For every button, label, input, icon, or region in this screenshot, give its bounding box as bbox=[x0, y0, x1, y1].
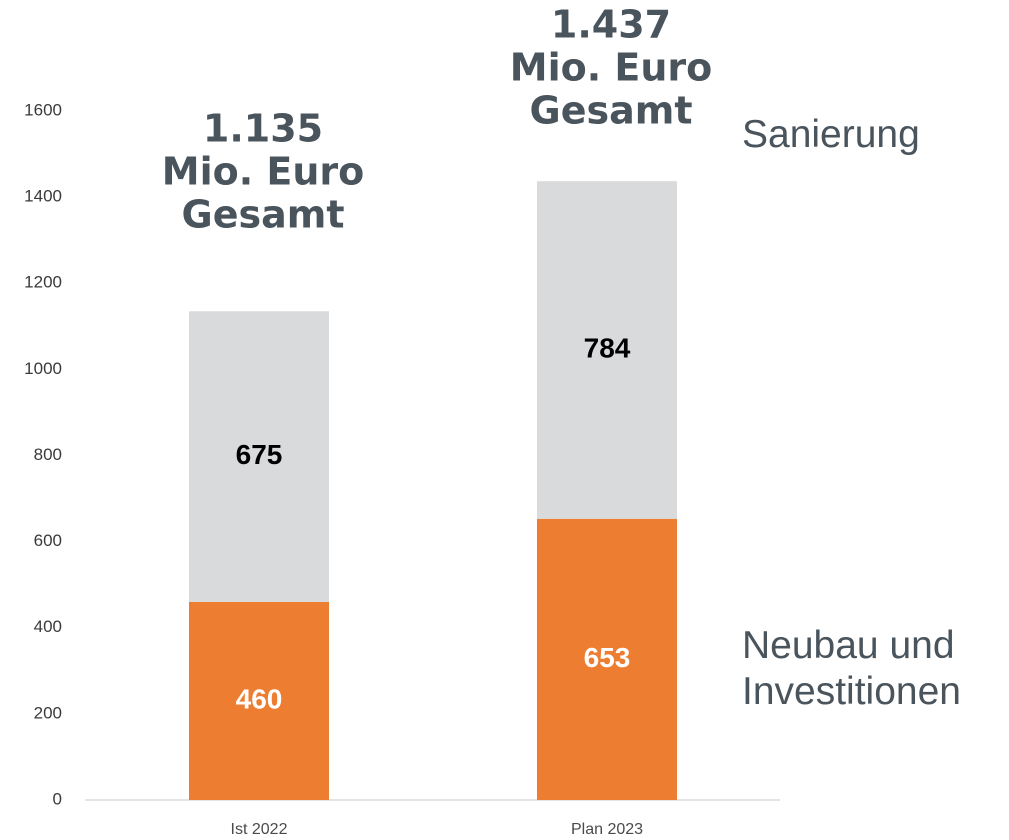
x-tick-label: Ist 2022 bbox=[231, 821, 288, 838]
y-tick-label: 1600 bbox=[24, 100, 62, 119]
total-label: Gesamt bbox=[182, 193, 345, 237]
y-tick-label: 1200 bbox=[24, 273, 62, 292]
total-label: Mio. Euro bbox=[510, 46, 712, 90]
bar-segment bbox=[537, 518, 677, 800]
y-tick-label: 1400 bbox=[24, 187, 62, 206]
y-tick-label: 200 bbox=[34, 703, 62, 722]
data-label: 784 bbox=[584, 332, 631, 363]
total-label: 1.135 bbox=[203, 107, 323, 151]
data-label: 653 bbox=[584, 642, 631, 673]
x-tick-label: Plan 2023 bbox=[571, 821, 643, 838]
total-label: Mio. Euro bbox=[162, 150, 364, 194]
legend-label: Neubau und Investitionen bbox=[742, 624, 961, 714]
y-tick-label: 400 bbox=[34, 617, 62, 636]
bar-segment bbox=[189, 601, 329, 800]
y-tick-label: 600 bbox=[34, 531, 62, 550]
legend-label: Sanierung bbox=[742, 112, 920, 156]
data-label: 460 bbox=[236, 683, 283, 714]
y-tick-label: 1000 bbox=[24, 359, 62, 378]
y-tick-label: 800 bbox=[34, 445, 62, 464]
bar-segment bbox=[537, 181, 677, 519]
data-label: 675 bbox=[236, 439, 283, 470]
bar-segment bbox=[189, 311, 329, 602]
y-tick-label: 0 bbox=[53, 789, 62, 808]
total-label: 1.437 bbox=[551, 3, 671, 47]
total-label: Gesamt bbox=[530, 89, 693, 133]
